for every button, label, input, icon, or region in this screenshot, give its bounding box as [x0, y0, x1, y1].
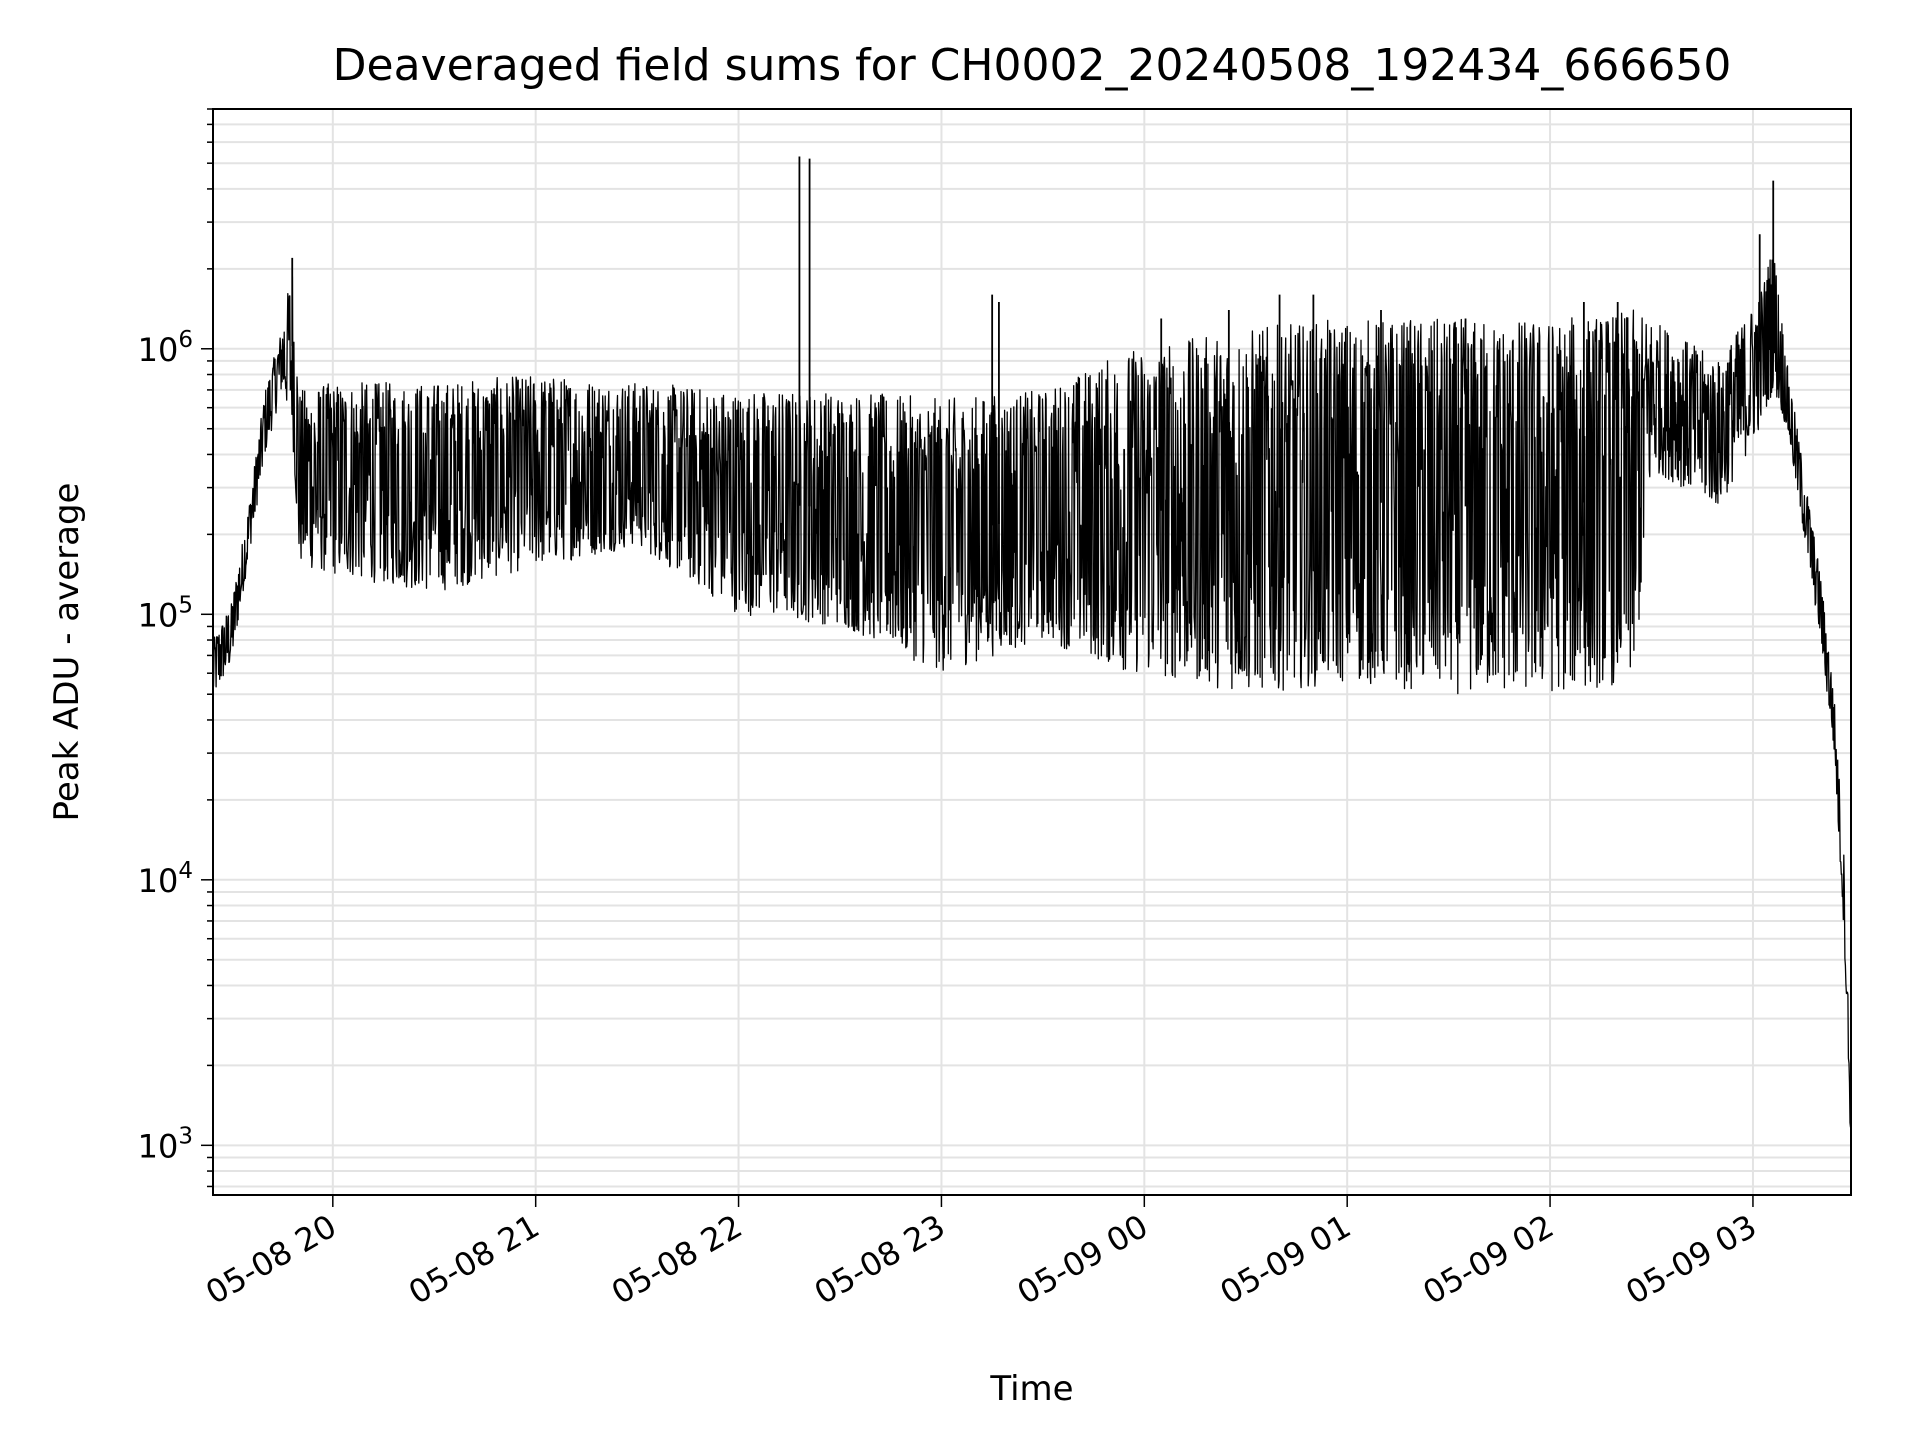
series-line: [212, 259, 1852, 1128]
y-tick-label: 103: [138, 1123, 193, 1165]
y-axis-label: Peak ADU - average: [47, 483, 87, 822]
series-line-group: [212, 156, 1852, 1128]
plot-frame: [212, 108, 1852, 1196]
chart-title: Deaveraged field sums for CH0002_2024050…: [333, 40, 1732, 91]
y-tick-label: 106: [138, 327, 193, 369]
x-axis-label: Time: [989, 1369, 1073, 1409]
y-tick-label: 105: [138, 592, 193, 634]
y-tick-label: 104: [138, 858, 193, 900]
